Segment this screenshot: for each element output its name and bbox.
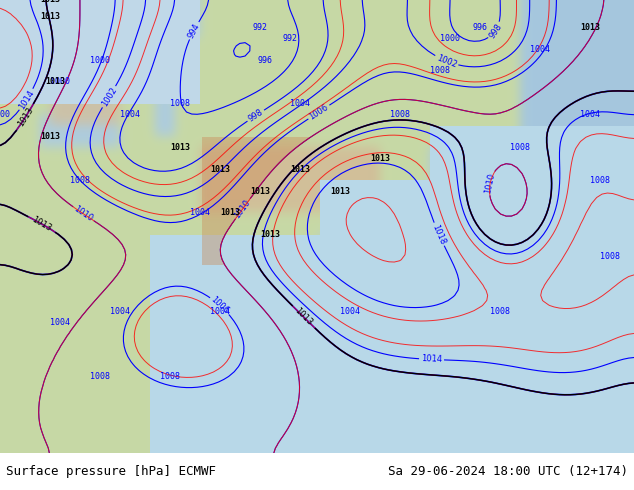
Text: 992: 992 — [283, 34, 297, 43]
Text: 998: 998 — [247, 107, 265, 123]
Text: 1000: 1000 — [440, 34, 460, 43]
Bar — [320, 180, 440, 453]
Text: 1010: 1010 — [72, 204, 94, 223]
Text: 1000: 1000 — [90, 55, 110, 65]
Text: 994: 994 — [186, 22, 202, 40]
Text: 1004: 1004 — [50, 318, 70, 327]
Text: 1014: 1014 — [17, 88, 36, 111]
Text: 1013: 1013 — [45, 77, 65, 86]
Text: 1013: 1013 — [40, 12, 60, 21]
Text: 1010: 1010 — [484, 172, 496, 194]
Text: 1013: 1013 — [580, 23, 600, 32]
Text: 1013: 1013 — [40, 132, 60, 141]
Text: 1008: 1008 — [70, 176, 90, 185]
Text: 1013: 1013 — [293, 306, 314, 328]
Text: 1010: 1010 — [233, 197, 252, 220]
Text: 1013: 1013 — [290, 165, 310, 174]
Text: 1013: 1013 — [250, 187, 270, 196]
Text: 1013: 1013 — [210, 165, 230, 174]
Text: 1004: 1004 — [580, 110, 600, 119]
Text: 1004: 1004 — [340, 307, 360, 316]
Text: 1004: 1004 — [210, 307, 230, 316]
Polygon shape — [0, 0, 634, 257]
Text: 1008: 1008 — [170, 99, 190, 108]
Text: 1018: 1018 — [430, 223, 447, 246]
Text: 1013: 1013 — [370, 154, 390, 163]
Text: 1013: 1013 — [260, 230, 280, 239]
Text: 1013: 1013 — [30, 215, 53, 233]
Text: 1006: 1006 — [307, 102, 330, 122]
Text: 1008: 1008 — [430, 67, 450, 75]
Text: 1004: 1004 — [530, 45, 550, 53]
Bar — [0, 0, 200, 104]
Text: 1013: 1013 — [330, 187, 350, 196]
Text: 1006: 1006 — [209, 295, 231, 316]
Bar — [430, 125, 634, 453]
Text: 1002: 1002 — [100, 85, 119, 108]
Text: 1000: 1000 — [50, 77, 70, 86]
Text: 996: 996 — [257, 55, 273, 65]
Text: Sa 29-06-2024 18:00 UTC (12+174): Sa 29-06-2024 18:00 UTC (12+174) — [387, 465, 628, 478]
Text: 996: 996 — [472, 23, 488, 32]
Text: 1013: 1013 — [220, 208, 240, 218]
Text: 1000: 1000 — [0, 110, 10, 119]
Text: 1004: 1004 — [110, 307, 130, 316]
Text: 1002: 1002 — [435, 53, 458, 69]
Text: 1008: 1008 — [160, 372, 180, 381]
Text: 992: 992 — [252, 23, 268, 32]
Text: 1008: 1008 — [390, 110, 410, 119]
Text: 1008: 1008 — [510, 143, 530, 152]
Text: 1008: 1008 — [90, 372, 110, 381]
Text: 1013: 1013 — [40, 0, 60, 4]
Text: 1013: 1013 — [16, 106, 35, 128]
Text: 1004: 1004 — [190, 208, 210, 218]
Text: 1004: 1004 — [120, 110, 140, 119]
Text: 1008: 1008 — [490, 307, 510, 316]
Text: 1014: 1014 — [421, 354, 443, 365]
Text: 1008: 1008 — [590, 176, 610, 185]
Text: 1008: 1008 — [600, 252, 620, 261]
Text: 1004: 1004 — [290, 99, 310, 108]
Text: 998: 998 — [488, 22, 503, 40]
Bar — [150, 235, 400, 453]
Text: 1013: 1013 — [170, 143, 190, 152]
Text: Surface pressure [hPa] ECMWF: Surface pressure [hPa] ECMWF — [6, 465, 216, 478]
